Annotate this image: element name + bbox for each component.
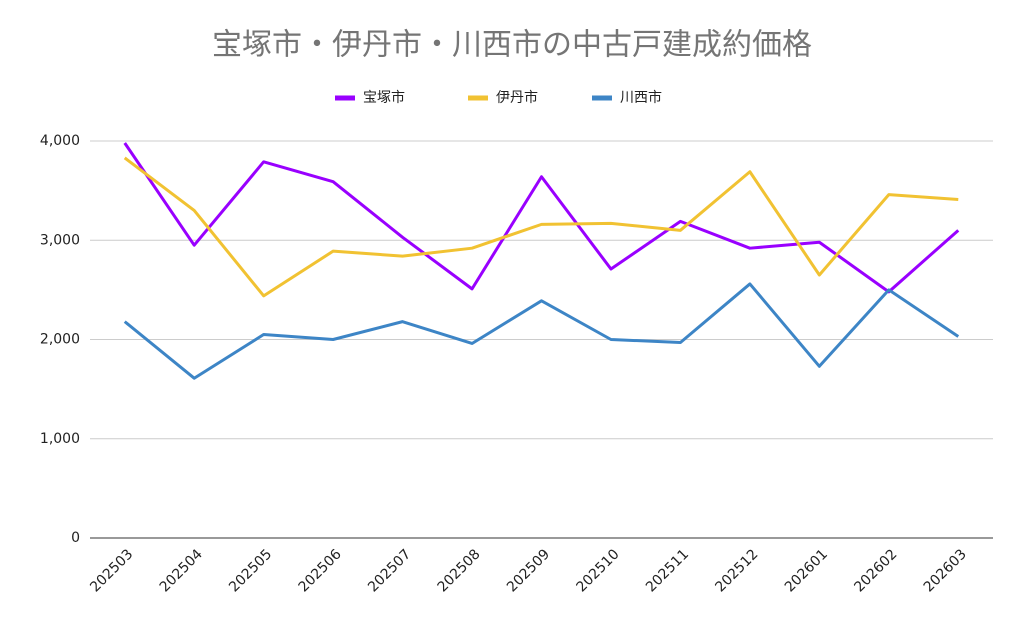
y-tick-label: 4,000 <box>40 133 80 149</box>
line-series <box>123 282 960 380</box>
legend-label: 宝塚市 <box>363 89 405 106</box>
legend-label: 伊丹市 <box>496 89 538 106</box>
line-series <box>123 142 960 294</box>
y-tick-label: 0 <box>71 530 80 546</box>
y-tick-label: 2,000 <box>40 332 80 348</box>
legend-label: 川西市 <box>620 89 662 106</box>
y-tick-label: 1,000 <box>40 431 80 447</box>
line-series <box>123 156 959 298</box>
chart-title: 宝塚市・伊丹市・川西市の中古戸建成約価格 <box>212 28 812 63</box>
y-tick-label: 3,000 <box>40 232 80 248</box>
